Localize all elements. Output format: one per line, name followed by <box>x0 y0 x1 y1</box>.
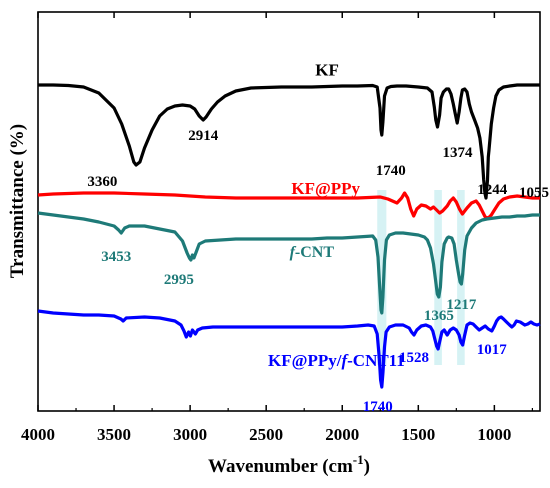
annotation-1528: 1528 <box>399 350 429 366</box>
annotation-1217: 1217 <box>446 297 477 313</box>
series-line-kf <box>38 83 540 200</box>
annotation-1740: 1740 <box>376 163 406 179</box>
annotation-kf-ppy-f-cnt11: KF@PPy/f-CNT11 <box>268 351 405 370</box>
annotation-3360: 3360 <box>87 174 117 190</box>
series-line-kf-ppy-f-cnt11 <box>37 309 541 389</box>
highlight-band-0 <box>377 190 387 365</box>
highlight-band-1 <box>434 190 442 365</box>
x-axis-label-superscript: -1 <box>353 452 364 467</box>
series-line-f-cnt <box>37 211 540 315</box>
annotation-1365: 1365 <box>424 308 454 324</box>
x-tick-label-2000: 2000 <box>325 425 359 444</box>
x-tick-label-1500: 1500 <box>401 425 435 444</box>
annotation-f-cnt: f-CNT <box>290 244 335 261</box>
x-tick-label-1000: 1000 <box>477 425 511 444</box>
annotation-2995: 2995 <box>164 272 194 288</box>
x-axis-label-main: Wavenumber (cm <box>208 456 353 477</box>
x-tick-label-3500: 3500 <box>97 425 131 444</box>
annotations: KF KF@PPy f-CNT KF@PPy/f-CNT11 3360 2914 1740 1… <box>87 61 549 416</box>
series-line-kf-ppy <box>37 191 540 220</box>
annotation-2914: 2914 <box>188 128 219 144</box>
annotation-kf: KF <box>315 61 339 80</box>
annotation-3453: 3453 <box>101 249 131 265</box>
annotation-1374: 1374 <box>442 145 473 161</box>
annotation-1740: 1740 <box>363 399 393 415</box>
x-axis-label: Wavenumber (cm-1) <box>208 452 370 477</box>
x-tick-label-2500: 2500 <box>249 425 283 444</box>
x-axis-ticks: 4000 3500 3000 2500 2000 1500 1000 <box>21 12 533 444</box>
y-axis-label: Transmittance (%) <box>7 124 28 278</box>
x-axis-label-close: ) <box>364 456 370 477</box>
annotation-1244: 1244 <box>477 182 508 198</box>
x-tick-label-4000: 4000 <box>21 425 55 444</box>
spectra-lines <box>37 83 541 389</box>
highlight-bands <box>377 190 465 365</box>
annotation-1017: 1017 <box>477 342 508 358</box>
annotation-kf-ppy: KF@PPy <box>291 179 360 198</box>
x-tick-label-3000: 3000 <box>173 425 207 444</box>
annotation-1055: 1055 <box>519 185 549 201</box>
plot-frame <box>37 11 541 412</box>
